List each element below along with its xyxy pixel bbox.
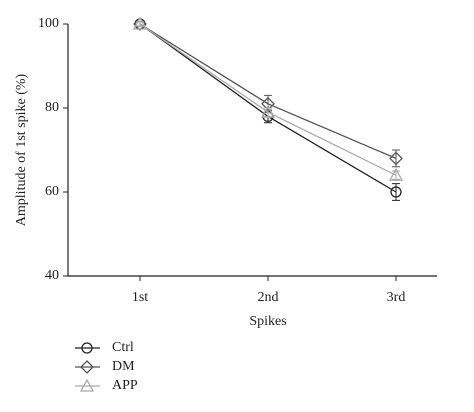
series-line <box>139 23 397 159</box>
x-axis-title: Spikes <box>249 314 286 329</box>
x-tick-label: 3rd <box>387 290 406 305</box>
marker <box>260 104 276 118</box>
y-tick-label: 60 <box>45 184 59 199</box>
marker <box>389 151 403 166</box>
marker <box>80 360 94 374</box>
legend-label: Ctrl <box>112 340 134 355</box>
y-tick-label: 80 <box>45 100 59 115</box>
marker <box>79 378 95 392</box>
error-bar <box>392 183 400 201</box>
x-tick-label: 2nd <box>258 290 279 305</box>
error-bar <box>264 107 272 117</box>
legend-label: APP <box>112 378 138 393</box>
marker <box>81 342 93 354</box>
marker <box>390 186 402 198</box>
legend-label: DM <box>112 359 135 374</box>
marker <box>388 167 404 181</box>
y-tick-label: 40 <box>45 268 59 283</box>
x-tick-label: 1st <box>132 290 148 305</box>
y-tick-label: 100 <box>38 16 59 31</box>
error-bar <box>392 170 400 180</box>
marker <box>132 16 148 30</box>
y-axis-title: Amplitude of 1st spike (%) <box>14 73 29 226</box>
